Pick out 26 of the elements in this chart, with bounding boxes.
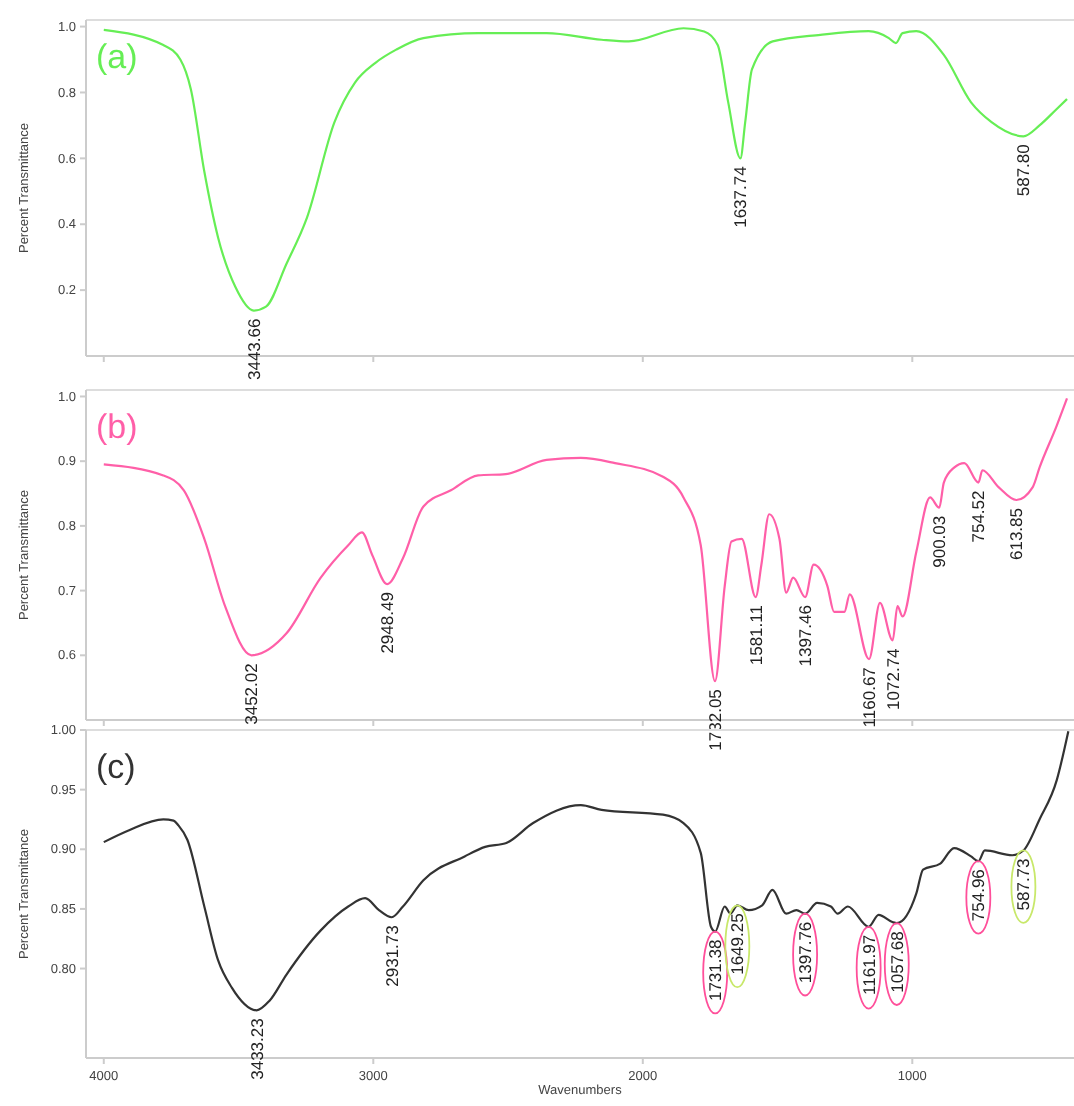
annotation: 1160.67 — [859, 666, 879, 728]
annotation: 754.96 — [968, 868, 989, 922]
annotation: 900.03 — [929, 515, 950, 568]
line-series — [102, 27, 1069, 312]
annotation: 2948.49 — [377, 591, 398, 654]
annotation: 587.80 — [1013, 143, 1034, 197]
annotation: 1581.11 — [745, 604, 766, 666]
text: (b) — [96, 408, 138, 446]
text: (c) — [96, 748, 136, 786]
annotation: 613.85 — [1006, 507, 1027, 560]
annotation: 1057.68 — [886, 930, 907, 993]
annotation: 1161.97 — [858, 934, 879, 996]
annotation: 1397.46 — [795, 604, 816, 667]
annotation: 587.73 — [1013, 857, 1034, 911]
annotation: 3433.23 — [246, 1017, 267, 1080]
annotation: 1397.76 — [795, 921, 816, 984]
annotation: 1731.38 — [705, 939, 726, 1002]
annotation: 1649.25 — [727, 912, 748, 975]
annotation: 2931.73 — [381, 924, 402, 987]
annotation: 1637.74 — [730, 165, 751, 228]
annotation: 3443.66 — [243, 318, 264, 381]
annotation: 1732.05 — [705, 688, 726, 751]
text: (a) — [96, 38, 138, 76]
annotation: 754.52 — [968, 489, 989, 543]
annotation: 3452.02 — [241, 662, 262, 725]
annotation: 1072.74 — [882, 647, 903, 710]
